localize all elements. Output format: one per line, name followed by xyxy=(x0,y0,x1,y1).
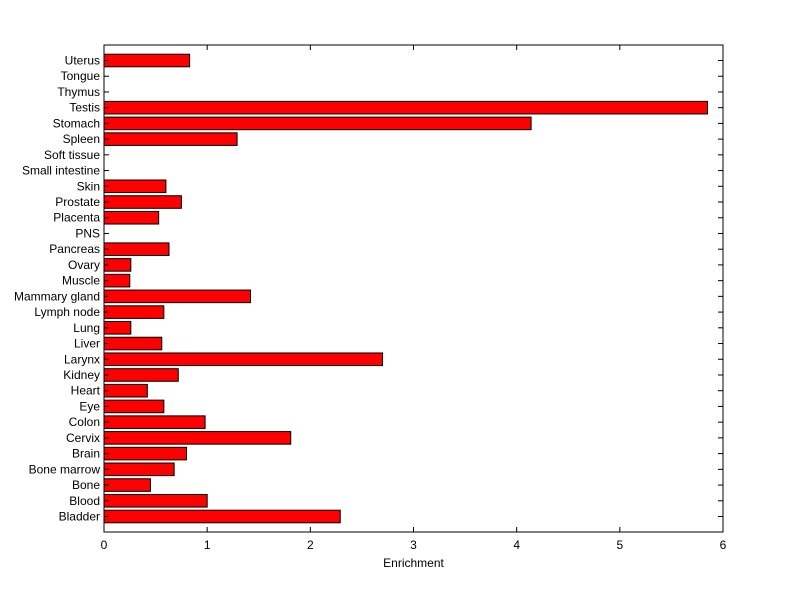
x-tick-label: 6 xyxy=(720,538,727,552)
y-tick-label: Soft tissue xyxy=(44,148,100,162)
bar-pancreas xyxy=(103,242,170,256)
y-tick-label: Testis xyxy=(69,101,100,115)
y-tick-label: Larynx xyxy=(64,352,100,366)
x-tick-label: 3 xyxy=(410,538,417,552)
y-tick-label: Ovary xyxy=(68,258,100,272)
x-tick-label: 1 xyxy=(204,538,211,552)
x-tick-label: 5 xyxy=(616,538,623,552)
bar-cervix xyxy=(103,431,292,445)
bar-uterus xyxy=(103,53,191,68)
y-tick-label: Liver xyxy=(74,337,100,351)
bar-prostate xyxy=(103,195,182,209)
x-tick-label: 2 xyxy=(307,538,314,552)
bar-skin xyxy=(103,179,167,194)
y-tick-label: Colon xyxy=(69,415,100,429)
y-tick-label: Brain xyxy=(72,447,100,461)
bar-bone-marrow xyxy=(103,462,175,477)
y-tick-label: Lymph node xyxy=(34,305,100,319)
y-tick-label: Blood xyxy=(69,494,100,508)
bar-stomach xyxy=(103,116,532,131)
y-tick-label: Pancreas xyxy=(49,242,100,256)
bar-testis xyxy=(103,100,709,115)
bar-colon xyxy=(103,415,206,429)
bar-bladder xyxy=(103,509,341,524)
y-tick-label: Prostate xyxy=(55,195,100,209)
bar-bone xyxy=(103,478,151,492)
y-tick-label: Mammary gland xyxy=(14,289,100,303)
y-tick-label: Bone xyxy=(72,478,100,492)
y-tick-label: Thymus xyxy=(57,85,100,99)
y-tick-label: PNS xyxy=(75,226,100,240)
bars-layer xyxy=(103,53,709,524)
y-tick-label: Kidney xyxy=(63,368,100,382)
bar-blood xyxy=(103,493,208,508)
bar-lymph-node xyxy=(103,305,165,319)
y-tick-label: Bone marrow xyxy=(29,462,101,476)
bar-brain xyxy=(103,446,188,461)
y-tick-label: Muscle xyxy=(62,274,100,288)
y-tick-label: Heart xyxy=(71,384,101,398)
bar-larynx xyxy=(103,352,384,367)
bar-eye xyxy=(103,399,165,414)
y-tick-label: Bladder xyxy=(59,510,100,524)
y-tick-label: Small intestine xyxy=(22,164,100,178)
y-tick-label: Cervix xyxy=(66,431,100,445)
y-tick-label: Skin xyxy=(77,179,100,193)
bar-liver xyxy=(103,336,163,351)
x-axis-title: Enrichment xyxy=(383,556,444,570)
y-tick-label: Tongue xyxy=(61,69,101,83)
y-tick-label: Stomach xyxy=(53,116,100,130)
bar-kidney xyxy=(103,368,179,382)
y-tick-label: Lung xyxy=(73,321,100,335)
bar-mammary-gland xyxy=(103,289,251,304)
y-tick-label: Uterus xyxy=(65,54,100,68)
y-tick-label: Spleen xyxy=(63,132,100,146)
y-tick-label: Placenta xyxy=(53,211,100,225)
x-tick-label: 4 xyxy=(513,538,520,552)
bar-heart xyxy=(103,383,148,398)
bar-placenta xyxy=(103,210,160,225)
bar-spleen xyxy=(103,132,238,146)
x-tick-label: 0 xyxy=(101,538,108,552)
y-tick-label: Eye xyxy=(79,399,100,413)
